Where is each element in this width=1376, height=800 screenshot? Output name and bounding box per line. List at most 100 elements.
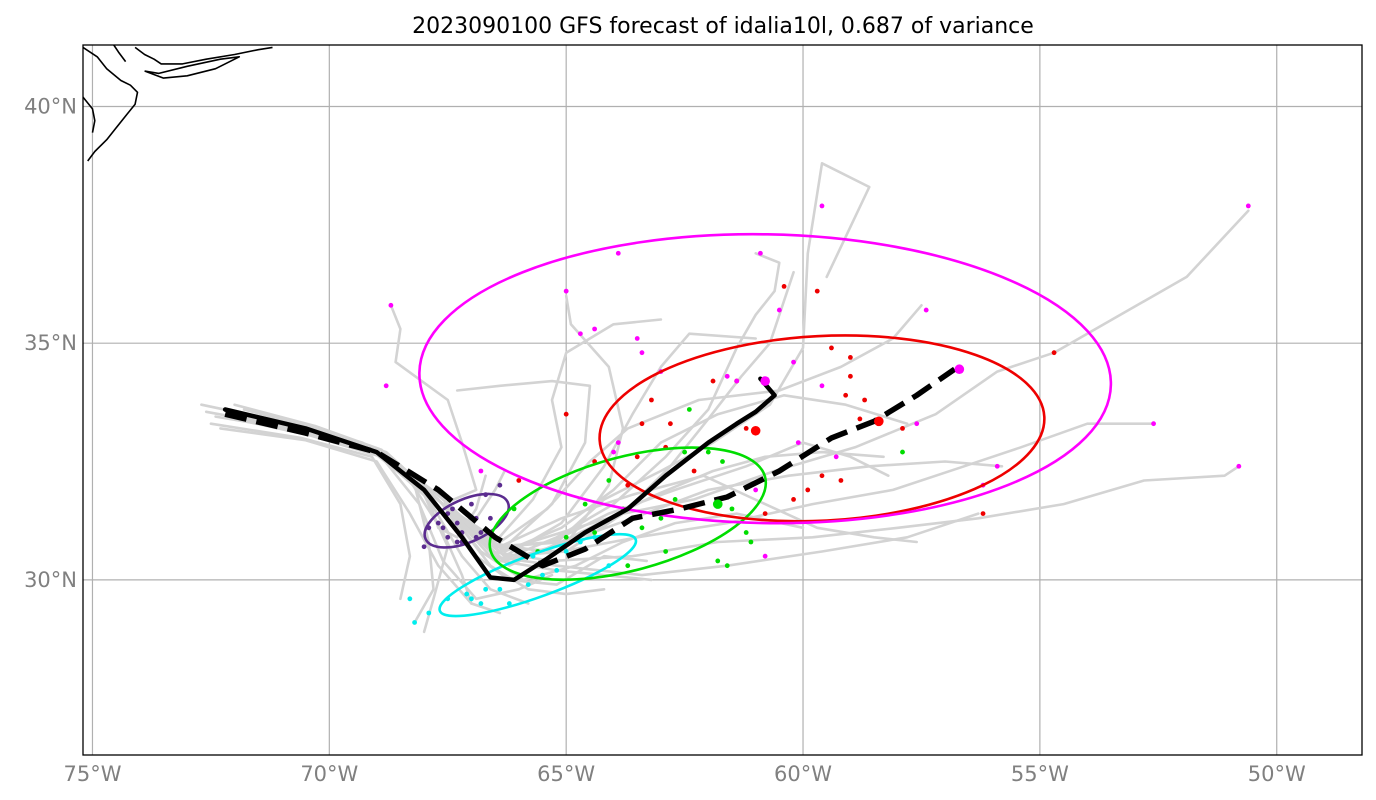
forecast-point [563,534,569,540]
forecast-point [478,601,484,606]
forecast-point [1236,463,1242,469]
forecast-point [516,478,522,483]
forecast-point [729,506,735,512]
forecast-point [606,478,612,483]
forecast-point [781,284,787,289]
forecast-point [923,307,929,313]
forecast-point [454,539,460,545]
lon-tick-label: 50°W [1248,762,1306,786]
solid-mean-track [222,376,777,583]
ensemble-track [233,209,1250,553]
forecast-point [1151,421,1156,427]
forecast-point [848,373,853,379]
forecast-point [454,520,460,526]
ensemble-track [233,412,554,601]
lat-tick-label: 35°N [24,331,77,355]
forecast-point [994,463,1000,469]
forecast-point [563,549,569,554]
forecast-point [857,416,863,422]
forecast-point [540,572,545,578]
forecast-point [691,468,697,474]
uncertainty-ellipse [423,492,511,549]
forecast-point [634,336,640,341]
forecast-point [843,392,849,398]
forecast-point [791,359,796,365]
forecast-point [615,250,621,256]
forecast-point [734,378,740,384]
forecast-point [819,473,825,479]
forecast-point [554,568,560,573]
forecast-point [525,582,531,587]
forecast-point [805,487,811,493]
forecast-point [748,539,754,545]
lon-tick-label: 70°W [300,762,358,786]
forecast-point [829,345,834,351]
ensemble-track [209,422,412,601]
lon-tick-label: 65°W [537,762,595,786]
track-marker [954,364,965,375]
forecast-point [753,487,759,493]
forecast-point [776,307,782,313]
lon-tick-label: 55°W [1011,762,1069,786]
forecast-point [819,383,825,389]
forecast-point [795,440,801,445]
forecast-point [757,250,763,256]
forecast-point [497,586,503,592]
forecast-point [715,558,721,564]
coastline-segment [134,46,273,65]
forecast-point [450,506,455,512]
forecast-point [833,454,839,460]
forecast-point [469,501,474,507]
coastline-segment [113,45,127,63]
forecast-point [900,449,905,455]
forecast-point [914,421,920,427]
forecast-point [724,373,730,379]
forecast-point [421,544,427,550]
track-marker [760,376,770,386]
forecast-point [577,331,583,337]
forecast-points [383,203,1251,625]
track-marker [874,416,884,427]
axis-tick-labels: 75°W 70°W 65°W 60°W 55°W 50°W 30°N 35°N 40°N [24,95,1306,786]
ensemble-track [242,408,487,539]
forecast-point [506,601,512,606]
forecast-point [483,586,489,592]
forecast-point [611,449,616,455]
track-marker [712,499,723,509]
forecast-point [724,563,730,569]
forecast-point [649,397,654,403]
forecast-point [639,421,645,427]
dashed-mean-track [224,366,957,569]
forecast-point [625,563,631,569]
map-frame [82,44,1363,756]
forecast-point [663,549,669,554]
coastline-segment [83,46,139,162]
forecast-point [464,591,470,597]
forecast-point [497,482,503,488]
lat-tick-label: 30°N [24,568,77,592]
forecast-point [563,288,569,294]
uncertainty-ellipse [438,532,638,618]
forecast-point [814,288,820,294]
coastline-segment [83,96,96,133]
uncertainty-ellipse [598,334,1046,523]
forecast-point [667,421,673,427]
forecast-point [412,620,417,625]
forecast-point [592,530,597,535]
forecast-point [440,525,446,531]
forecast-point [582,501,588,507]
forecast-point [743,530,749,535]
ensemble-track [233,379,592,553]
forecast-point [762,511,768,516]
forecast-point [720,459,725,464]
forecast-point [445,534,451,540]
forecast-point [478,530,484,535]
coastline [83,45,273,162]
coastline-segment [144,55,241,79]
forecast-point [682,449,688,455]
forecast-point [705,449,711,455]
lon-tick-label: 75°W [63,762,121,786]
uncertainty-ellipse [488,446,768,581]
forecast-point [435,520,441,526]
